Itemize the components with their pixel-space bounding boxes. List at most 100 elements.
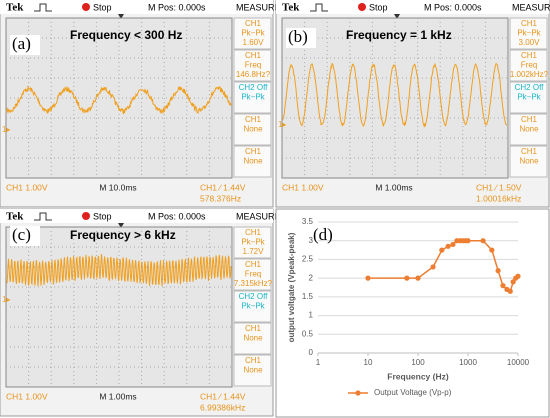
- measure-text: None: [243, 334, 263, 343]
- oscilloscope-panel: Tek Stop M Pos: 0.000s MEASURE 1▸ (a) Frequenc…: [0, 0, 281, 208]
- trigger-icon: [34, 3, 52, 12]
- y-tick-label: 3: [309, 236, 314, 245]
- measure-text: None: [519, 157, 539, 166]
- footer-text: CH1 1.00V: [282, 182, 324, 192]
- x-tick-label: 100: [411, 358, 425, 367]
- label-box: [286, 28, 316, 48]
- measure-text: CH1: [521, 19, 538, 28]
- data-point: [515, 273, 521, 279]
- measure-text: CH1: [521, 51, 538, 60]
- measure-text: None: [243, 157, 263, 166]
- measure-box: [509, 81, 548, 114]
- header-bar: [0, 209, 273, 223]
- frequency-label: Frequency > 6 kHz: [70, 228, 176, 242]
- panel-label: (b): [288, 27, 308, 46]
- x-tick-label: 10: [364, 358, 373, 367]
- y-axis-title: output voltgate (Vpeak-peak): [287, 232, 296, 342]
- measure-text: CH1: [521, 147, 538, 156]
- trigger-marker: [118, 223, 124, 228]
- data-point: [404, 275, 410, 281]
- trigger-icon: [34, 212, 52, 221]
- data-point: [430, 264, 436, 270]
- footer-text: 1.00016kHz: [476, 193, 521, 203]
- trigger-icon: [310, 3, 328, 12]
- panel-label: (a): [12, 34, 31, 53]
- m-pos: M Pos: 0.000s: [424, 2, 482, 12]
- menu-title: MEASURE: [236, 211, 281, 221]
- measure-text: CH1: [521, 115, 538, 124]
- x-tick-label: 10000: [507, 358, 530, 367]
- stop-dot: [82, 212, 90, 220]
- measure-text: 7.315kHz?: [234, 279, 273, 288]
- y-tick-label: 0.5: [302, 329, 314, 338]
- data-point: [365, 275, 371, 281]
- measure-box: [509, 17, 548, 50]
- trigger-marker: [118, 14, 124, 19]
- data-point: [500, 283, 506, 289]
- measure-text: CH2 Off: [239, 292, 269, 301]
- measure-text: CH1: [245, 19, 262, 28]
- measure-text: 3.00V: [519, 38, 541, 47]
- measure-box: [233, 145, 272, 178]
- frequency-label: Frequency < 300 Hz: [70, 28, 182, 42]
- measure-text: CH1: [245, 115, 262, 124]
- measure-text: 146.8Hz?: [236, 70, 271, 79]
- measure-text: Pk−Pk: [517, 93, 541, 102]
- measure-text: CH2 Off: [239, 83, 269, 92]
- measure-text: 1.002kHz?: [510, 70, 549, 79]
- menu-title: MEASURE: [512, 2, 550, 12]
- waveform: [282, 63, 508, 128]
- oscilloscope-panel: Tek Stop M Pos: 0.000s MEASURE 1▸ (b) Frequenc…: [275, 0, 550, 208]
- data-point: [465, 238, 471, 244]
- brand: Tek: [6, 2, 24, 14]
- measure-text: CH1: [245, 147, 262, 156]
- measure-text: CH2 Off: [515, 83, 545, 92]
- data-point: [415, 275, 421, 281]
- measure-box: [233, 322, 272, 355]
- footer-text: 578.376Hz: [200, 193, 241, 203]
- y-tick-label: 2.5: [302, 255, 314, 264]
- chart-panel: [275, 208, 550, 418]
- stop-dot: [82, 3, 90, 11]
- legend-marker: [355, 390, 361, 396]
- measure-text: Freq: [245, 61, 261, 70]
- run-state: Stop: [93, 2, 112, 12]
- legend-label: Output Voltage (Vp-p): [374, 388, 452, 397]
- x-tick-label: 1000: [459, 358, 477, 367]
- header-bar: [0, 0, 273, 14]
- frequency-label: Frequency = 1 kHz: [346, 28, 452, 42]
- y-tick-label: 1: [309, 311, 314, 320]
- measure-text: Pk−Pk: [241, 93, 265, 102]
- data-point: [445, 243, 451, 249]
- measure-text: Freq: [521, 61, 537, 70]
- measure-box: [233, 81, 272, 114]
- data-point: [507, 288, 513, 294]
- measure-text: Freq: [245, 270, 261, 279]
- channel-marker: 1▸: [2, 125, 10, 134]
- measure-box: [233, 226, 272, 259]
- data-point: [495, 268, 501, 274]
- measure-text: CH1: [245, 228, 262, 237]
- measure-text: CH1: [245, 51, 262, 60]
- label-box: [10, 35, 40, 55]
- brand: Tek: [282, 2, 300, 14]
- data-point: [439, 247, 445, 253]
- y-tick-label: 0: [309, 348, 314, 357]
- measure-text: 1.72V: [243, 247, 265, 256]
- run-state: Stop: [93, 211, 112, 221]
- footer-text: M 10.0ms: [99, 182, 136, 192]
- panel-label: (c): [12, 225, 31, 244]
- waveform: [6, 84, 232, 115]
- waveform: [6, 253, 232, 287]
- label-box: [10, 226, 40, 246]
- measure-box: [509, 113, 548, 146]
- measure-text: Pk−Pk: [517, 29, 541, 38]
- footer-text: M 1.00ms: [375, 182, 412, 192]
- m-pos: M Pos: 0.000s: [148, 2, 206, 12]
- measure-text: None: [243, 125, 263, 134]
- channel-marker: 1▸: [278, 120, 286, 129]
- footer-text: M 1.00ms: [99, 391, 136, 401]
- trigger-marker: [394, 14, 400, 19]
- measure-text: None: [519, 125, 539, 134]
- measure-box: [509, 49, 548, 82]
